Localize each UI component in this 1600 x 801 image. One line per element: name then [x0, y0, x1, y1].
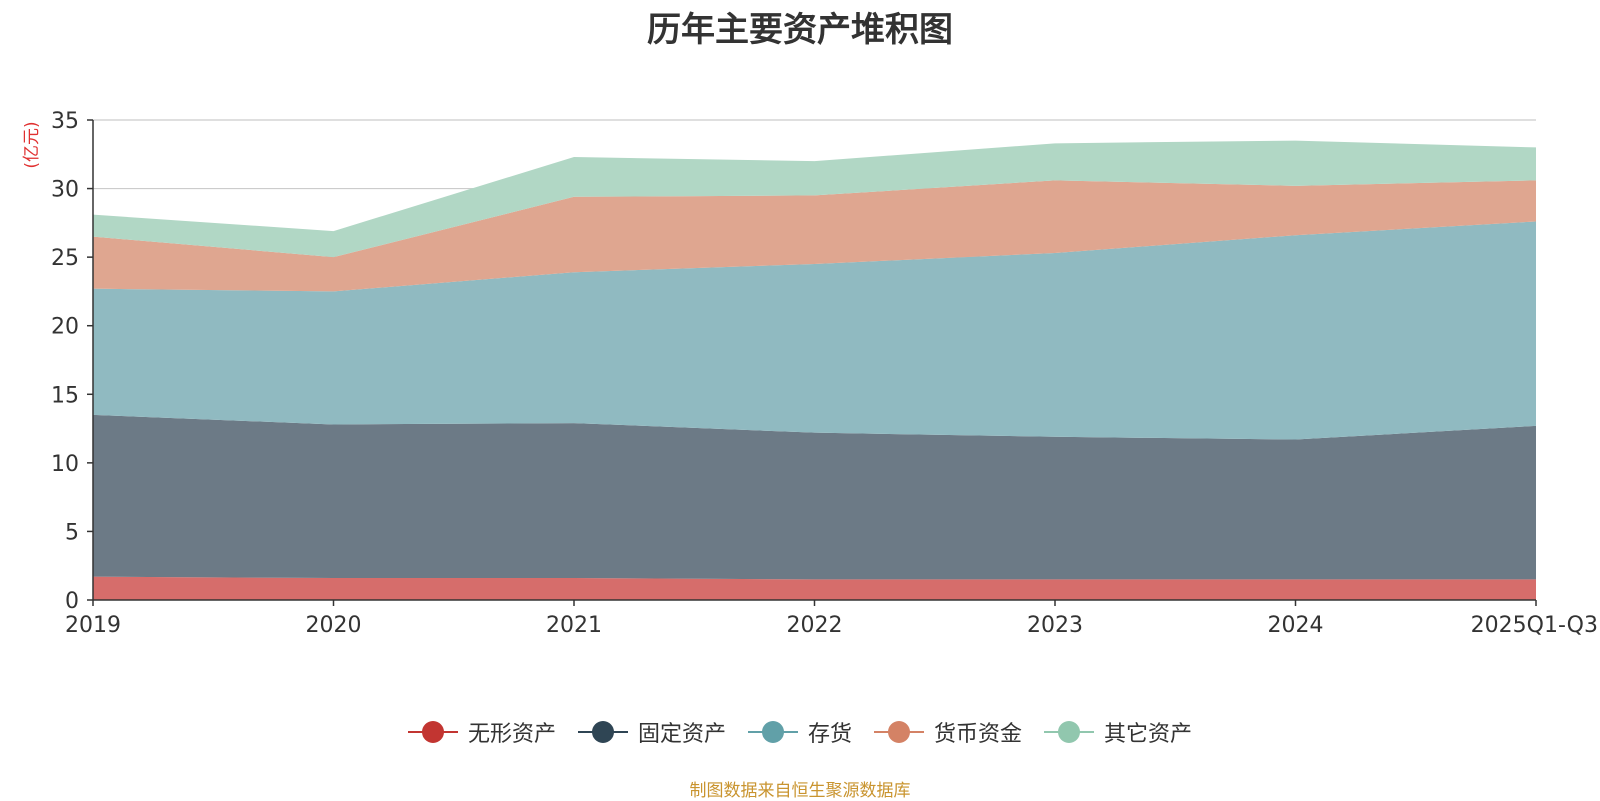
area-series-4[interactable]: [93, 140, 1536, 258]
area-series-1[interactable]: [93, 414, 1536, 580]
x-tick-label-5: 2024: [1268, 613, 1324, 638]
x-tick-label-4: 2023: [1027, 613, 1083, 638]
y-tick-label-25: 25: [51, 246, 79, 271]
legend-label: 货币资金: [934, 722, 1023, 747]
legend-marker-icon: [577, 721, 628, 743]
x-tick-label-0: 2019: [65, 613, 121, 638]
legend-item-3[interactable]: 货币资金: [874, 716, 1022, 748]
y-tick-label-15: 15: [51, 383, 79, 408]
legend-marker-icon: [1044, 721, 1095, 743]
area-series-3[interactable]: [93, 180, 1536, 292]
area-layer: [93, 140, 1536, 600]
x-tick-label-6: 2025Q1-Q3: [1471, 613, 1598, 638]
y-tick-label-30: 30: [51, 178, 79, 203]
x-tick-label-1: 2020: [306, 613, 362, 638]
x-tick-label-3: 2022: [787, 613, 843, 638]
y-tick-label-20: 20: [51, 315, 79, 340]
axis-layer: 0 5 10 15 20 25 30 35 2019 2020 2021 2022 2023 2024 20…: [51, 109, 1598, 638]
legend-label: 存货: [807, 722, 852, 747]
area-series-0[interactable]: [93, 576, 1536, 600]
x-tick-label-2: 2021: [546, 613, 602, 638]
y-tick-label-35: 35: [51, 109, 79, 134]
legend-label: 其它资产: [1104, 722, 1193, 747]
legend-item-0[interactable]: 无形资产: [407, 716, 556, 748]
legend-marker-icon: [747, 721, 798, 743]
legend-item-4[interactable]: 其它资产: [1044, 716, 1192, 748]
legend: 无形资产 固定资产 存货 货币资金 其它资产: [0, 716, 1600, 748]
legend-item-1[interactable]: 固定资产: [577, 716, 726, 748]
y-tick-label-10: 10: [51, 452, 79, 477]
chart-title: 历年主要资产堆积图: [647, 10, 953, 50]
y-tick-label-0: 0: [65, 589, 79, 614]
legend-marker-icon: [407, 721, 458, 743]
legend-marker-icon: [874, 721, 924, 743]
legend-label: 无形资产: [467, 722, 556, 747]
y-axis-unit-label: (亿元): [22, 121, 42, 168]
area-series-2[interactable]: [93, 221, 1536, 440]
legend-item-2[interactable]: 存货: [747, 716, 852, 748]
legend-label: 固定资产: [637, 722, 726, 747]
y-tick-label-5: 5: [65, 520, 79, 545]
source-note: 制图数据来自恒生聚源数据库: [689, 781, 911, 801]
